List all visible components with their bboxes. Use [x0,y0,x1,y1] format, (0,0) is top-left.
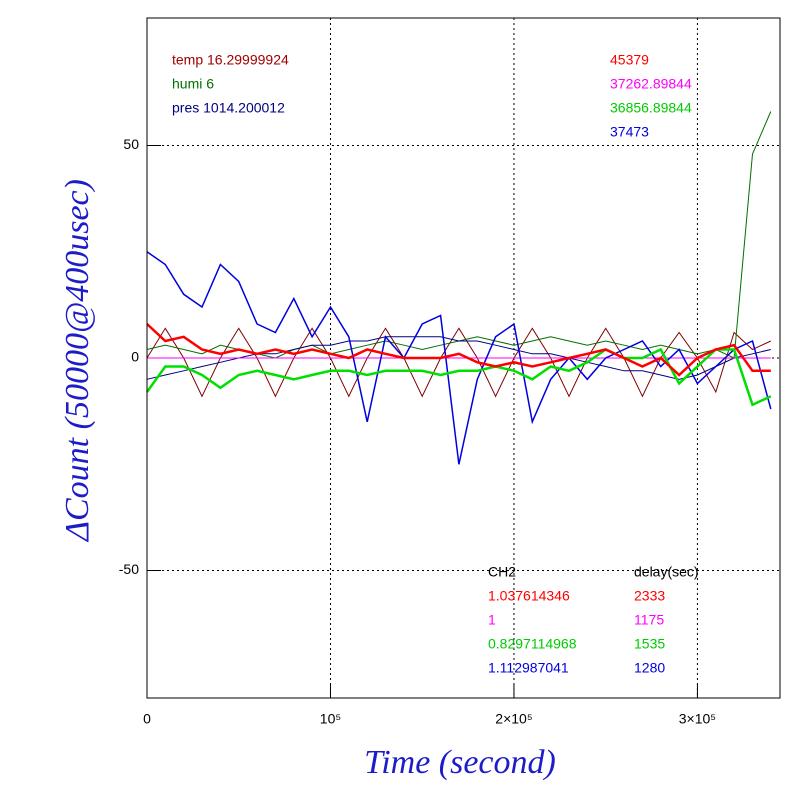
series-line [146,327,772,398]
plot-frame [146,17,781,699]
series-line [145,347,772,407]
series-line [146,336,771,380]
series-line [146,111,772,359]
x-tick-label: 3×10⁵ [679,711,716,727]
annotation: 37473 [610,124,649,140]
annotation: humi 6 [172,76,214,92]
x-tick-label: 2×10⁵ [495,711,532,727]
y-axis-title: ΔCount (50000@400usec) [59,179,96,543]
table-cell: 1.037614346 [488,588,570,604]
table-cell: 1175 [634,612,664,628]
table-cell: 0.8297114968 [488,636,577,652]
table-cell: 2333 [634,588,665,604]
x-tick-label: 10⁵ [320,711,341,727]
series-line [146,323,771,377]
y-tick-label: 50 [123,136,139,152]
annotation: pres 1014.200012 [172,100,285,116]
table-header: CH2 [488,564,516,580]
table-cell: 1 [488,612,496,628]
annotation: 37262.89844 [610,76,692,92]
y-tick-label: -50 [119,561,139,577]
x-tick-label: 0 [143,711,151,727]
annotation: 45379 [610,52,649,68]
annotation: 36856.89844 [610,100,692,116]
table-cell: 1.112987041 [488,660,569,676]
y-tick-label: 0 [131,349,139,365]
annotation: temp 16.29999924 [172,52,289,68]
table-cell: 1535 [634,636,665,652]
x-axis-title: Time (second) [364,744,556,781]
table-header: delay(sec) [634,564,699,580]
table-cell: 1280 [634,660,665,676]
